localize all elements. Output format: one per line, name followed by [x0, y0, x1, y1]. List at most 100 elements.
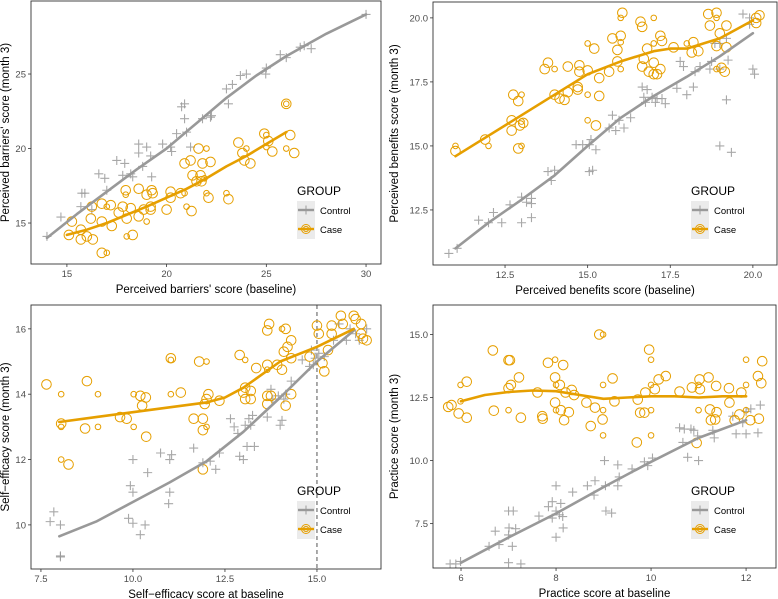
case-point: [504, 354, 516, 366]
control-smooth-line: [45, 13, 368, 240]
chart-svg: 7.5 10.0 12.5 15.0 10 12 14 16 Self−efficacy sco…: [0, 304, 382, 599]
case-point: [261, 390, 273, 402]
case-point: [636, 21, 648, 33]
control-point: [238, 455, 248, 465]
control-point: [637, 82, 647, 92]
y-tick-label: 25: [15, 70, 26, 81]
case-point: [557, 359, 569, 371]
case-point: [593, 72, 605, 84]
case-point: [197, 424, 209, 436]
case-point: [552, 381, 560, 389]
control-smooth-line: [454, 31, 755, 250]
case-point: [532, 387, 543, 398]
y-tick-label: 20.0: [410, 13, 429, 24]
x-tick-label: 7.5: [34, 574, 47, 585]
case-point: [655, 63, 666, 75]
control-point: [558, 523, 568, 533]
control-point: [248, 410, 258, 420]
case-point: [656, 35, 668, 47]
case-point: [506, 115, 517, 126]
control-point: [128, 455, 138, 465]
case-point: [304, 351, 315, 362]
case-point: [81, 231, 93, 242]
case-point: [63, 459, 74, 470]
case-point: [599, 331, 607, 338]
control-point: [526, 213, 536, 223]
case-point: [599, 406, 607, 414]
case-point: [319, 366, 330, 377]
case-point: [361, 334, 372, 346]
case-point: [513, 372, 525, 383]
control-point: [306, 44, 316, 54]
case-point: [130, 423, 137, 431]
control-point: [588, 165, 598, 175]
case-point: [261, 325, 273, 336]
case-point: [103, 249, 111, 257]
case-point: [147, 187, 158, 199]
case-point: [282, 341, 293, 353]
legend-control-plus-icon: [301, 205, 311, 215]
control-point: [741, 429, 751, 439]
case-point: [514, 120, 526, 131]
control-point: [172, 129, 182, 139]
case-point: [285, 388, 297, 400]
x-tick-label: 8: [553, 573, 558, 584]
legend-control-label: Control: [714, 506, 745, 517]
case-point: [542, 357, 554, 369]
case-point: [674, 386, 685, 397]
case-point: [201, 393, 212, 405]
case-point: [711, 406, 722, 418]
control-point: [94, 169, 104, 179]
control-point: [639, 92, 649, 102]
case-point: [716, 62, 727, 74]
case-point: [250, 362, 262, 374]
case-point: [350, 313, 361, 325]
case-point: [105, 199, 117, 211]
control-point: [241, 69, 251, 79]
control-point: [508, 506, 518, 516]
case-point: [245, 393, 257, 405]
case-point: [337, 318, 349, 330]
case-point: [239, 393, 251, 405]
control-point: [504, 523, 514, 533]
case-point: [485, 142, 492, 150]
case-point: [724, 397, 735, 408]
control-point: [543, 502, 553, 512]
case-point: [507, 89, 519, 101]
case-point: [85, 213, 97, 224]
legend-case-circle-icon: [695, 524, 705, 534]
case-point: [120, 184, 132, 196]
case-point: [552, 406, 560, 414]
y-tick-label: 15.0: [410, 330, 429, 341]
case-point: [245, 385, 257, 397]
y-tick-label: 7.5: [415, 519, 428, 530]
case-point: [167, 390, 175, 398]
control-point: [619, 123, 629, 133]
y-tick-label: 17.5: [410, 77, 429, 88]
control-point: [526, 199, 536, 209]
case-point: [452, 142, 459, 150]
legend-title: GROUP: [297, 184, 341, 198]
case-point: [133, 211, 144, 222]
case-point: [588, 43, 600, 54]
panel-practice: 6 8 10 12 7.5 10.0 12.5 15.0 Practice score at b…: [389, 300, 778, 599]
case-point: [558, 414, 570, 426]
case-point: [555, 404, 567, 416]
case-point: [167, 356, 175, 364]
control-point: [551, 532, 561, 542]
case-point: [585, 420, 597, 432]
case-point: [704, 20, 716, 31]
control-point: [134, 148, 144, 158]
case-point: [517, 117, 529, 129]
control-point: [650, 97, 660, 107]
control-point: [474, 215, 484, 225]
control-point: [590, 476, 600, 486]
control-point: [297, 355, 307, 365]
case-point: [554, 379, 566, 391]
case-point: [653, 374, 664, 385]
case-smooth-line: [58, 327, 356, 424]
case-point: [355, 328, 367, 340]
case-point: [267, 146, 278, 157]
case-point: [574, 66, 585, 77]
control-point: [235, 71, 245, 81]
